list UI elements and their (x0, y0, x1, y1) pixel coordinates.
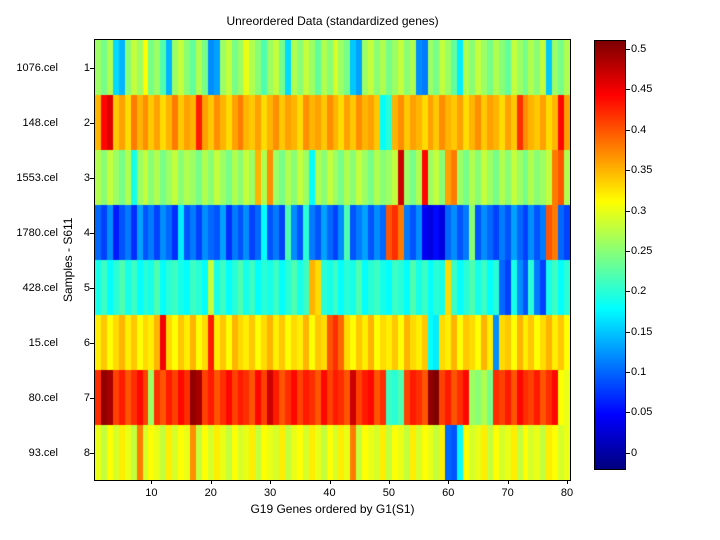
row-label: 93.cel (28, 446, 58, 459)
colorbar-tick-mark (626, 291, 630, 292)
x-tick-label: 40 (323, 487, 336, 499)
row-label: 428.cel (22, 281, 58, 294)
heatmap-canvas (95, 40, 570, 480)
colorbar-tick-mark (626, 372, 630, 373)
x-tick-mark (508, 480, 509, 484)
y-tick-label: 8 (83, 446, 90, 459)
x-tick-label: 10 (145, 487, 158, 499)
row-label: 1780.cel (16, 226, 58, 239)
y-tick-label: 6 (83, 336, 90, 349)
y-tick-label: 3 (83, 171, 90, 184)
x-tick-mark (270, 480, 271, 484)
colorbar-tick-label: 0.3 (631, 204, 647, 217)
colorbar-tick-label: 0.45 (631, 83, 653, 96)
x-tick-label: 20 (204, 487, 217, 499)
colorbar-tick-mark (626, 251, 630, 252)
colorbar-tick-label: 0.35 (631, 164, 653, 177)
chart-title: Unreordered Data (standardized genes) (226, 14, 439, 28)
x-tick-label: 60 (442, 487, 455, 499)
x-tick-mark (448, 480, 449, 484)
plot-area (94, 39, 571, 481)
y-tick-label: 7 (83, 391, 90, 404)
colorbar-tick-mark (626, 211, 630, 212)
y-tick-mark (90, 68, 94, 69)
row-label: 15.cel (28, 336, 58, 349)
x-tick-label: 70 (501, 487, 514, 499)
row-label: 80.cel (28, 391, 58, 404)
colorbar-tick-mark (626, 332, 630, 333)
y-tick-label: 2 (83, 116, 90, 129)
colorbar-tick-mark (626, 170, 630, 171)
y-tick-label: 4 (83, 226, 90, 239)
x-tick-label: 50 (382, 487, 396, 499)
y-axis-label: Samples - S611 (61, 217, 75, 303)
colorbar (594, 40, 626, 470)
colorbar-canvas (595, 41, 625, 469)
colorbar-tick-label: 0.5 (631, 43, 647, 56)
y-tick-label: 1 (83, 61, 90, 74)
x-tick-label: 30 (264, 487, 277, 499)
x-tick-mark (567, 480, 568, 484)
colorbar-tick-mark (626, 89, 630, 90)
x-tick-mark (330, 480, 331, 484)
row-label: 1076.cel (16, 61, 58, 74)
colorbar-tick-label: 0.4 (631, 123, 647, 136)
y-tick-label: 5 (83, 281, 90, 294)
y-tick-mark (90, 288, 94, 289)
x-tick-label: 80 (560, 487, 574, 499)
y-tick-mark (90, 178, 94, 179)
x-tick-mark (151, 480, 152, 484)
y-tick-mark (90, 398, 94, 399)
x-tick-mark (211, 480, 212, 484)
row-label: 148.cel (22, 116, 58, 129)
colorbar-tick-mark (626, 49, 630, 50)
y-tick-mark (90, 233, 94, 234)
y-tick-mark (90, 343, 94, 344)
y-tick-mark (90, 453, 94, 454)
x-axis-label: G19 Genes ordered by G1(S1) (250, 502, 415, 516)
colorbar-tick-label: 0 (631, 446, 638, 459)
colorbar-tick-mark (626, 130, 630, 131)
colorbar-tick-label: 0.25 (631, 244, 653, 257)
colorbar-tick-label: 0.15 (631, 325, 653, 338)
row-label: 1553.cel (16, 171, 58, 184)
colorbar-tick-label: 0.05 (631, 406, 653, 419)
colorbar-tick-label: 0.2 (631, 285, 647, 298)
y-tick-mark (90, 123, 94, 124)
colorbar-tick-mark (626, 412, 630, 413)
colorbar-tick-mark (626, 453, 630, 454)
colorbar-tick-label: 0.1 (631, 366, 647, 379)
x-tick-mark (389, 480, 390, 484)
